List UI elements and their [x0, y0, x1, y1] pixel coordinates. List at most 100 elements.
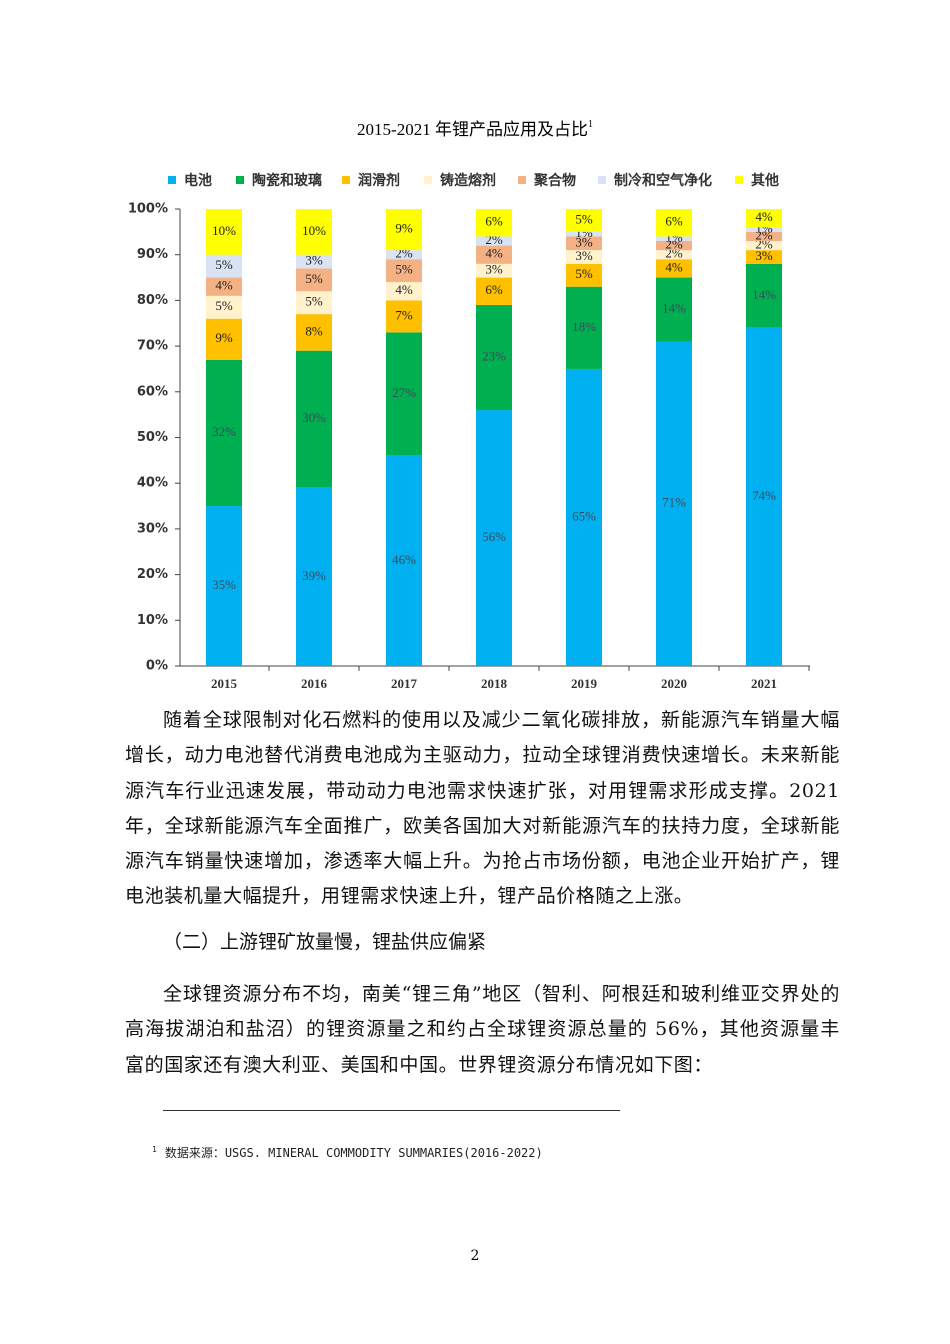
data-label: 6%: [665, 214, 683, 229]
x-tick-label: 2018: [481, 676, 508, 691]
bar-segment: [566, 263, 602, 287]
bar-segment: [656, 250, 692, 260]
data-label: 5%: [215, 257, 233, 272]
legend-label: 陶瓷和玻璃: [252, 172, 322, 189]
data-label: 74%: [752, 488, 776, 503]
bar-segment: [296, 487, 332, 666]
footnote-rule: [163, 1110, 620, 1111]
data-label: 3%: [305, 253, 323, 268]
bar-segment: [656, 277, 692, 342]
legend-label: 其他: [751, 172, 779, 189]
y-tick-label: 60%: [137, 384, 168, 399]
bar-segment: [476, 277, 512, 305]
bar-segment: [206, 318, 242, 360]
bar-segment: [296, 291, 332, 315]
data-label: 7%: [395, 307, 413, 322]
bar-segment: [566, 231, 602, 237]
bar-segment: [296, 209, 332, 255]
data-label: 3%: [575, 234, 593, 249]
legend-label: 电池: [184, 172, 212, 189]
y-tick-label: 100%: [128, 202, 168, 217]
y-tick-label: 70%: [137, 339, 168, 354]
data-label: 6%: [485, 282, 503, 297]
bar-segment: [386, 455, 422, 666]
bar-segment: [746, 209, 782, 228]
bar-segment: [656, 341, 692, 666]
data-label: 5%: [575, 211, 593, 226]
data-label: 6%: [485, 214, 503, 229]
bar-segment: [476, 245, 512, 264]
legend-swatch: [735, 176, 743, 184]
bar-segment: [656, 236, 692, 241]
legend-swatch: [342, 176, 350, 184]
bar-segment: [206, 359, 242, 507]
x-tick-label: 2017: [391, 676, 418, 691]
title-text: 2015-2021 年锂产品应用及占比: [357, 120, 588, 139]
data-label: 5%: [305, 294, 323, 309]
bar-segment: [296, 254, 332, 269]
data-label: 9%: [395, 221, 413, 236]
data-label: 14%: [662, 301, 686, 316]
legend-swatch: [424, 176, 432, 184]
data-label: 56%: [482, 529, 506, 544]
title-note: 1: [588, 119, 593, 130]
bar-segment: [206, 506, 242, 666]
data-label: 4%: [665, 259, 683, 274]
data-label: 5%: [395, 262, 413, 277]
bar-segment: [746, 327, 782, 666]
footnote: 1 数据来源：USGS. MINERAL COMMODITY SUMMARIES(…: [152, 1144, 543, 1161]
bar-segment: [476, 209, 512, 237]
data-label: 10%: [212, 223, 236, 238]
x-tick-label: 2015: [211, 676, 238, 691]
bar-segment: [206, 209, 242, 255]
data-label: 5%: [215, 298, 233, 313]
bar-segment: [746, 227, 782, 232]
bar-segment: [746, 250, 782, 264]
bar-segment: [206, 295, 242, 319]
bar-segment: [746, 240, 782, 251]
data-label: 30%: [302, 410, 326, 425]
bar-segment: [566, 250, 602, 264]
bar-segment: [476, 410, 512, 666]
bar-segment: [746, 263, 782, 328]
footnote-mark: 1: [152, 1145, 157, 1154]
data-label: 3%: [575, 248, 593, 263]
data-label: 9%: [215, 330, 233, 345]
bar-segment: [386, 259, 422, 283]
bar-segment: [566, 209, 602, 232]
data-label: 8%: [305, 323, 323, 338]
bar-segment: [476, 263, 512, 278]
data-label: 18%: [572, 319, 596, 334]
y-tick-label: 90%: [137, 247, 168, 262]
data-label: 27%: [392, 385, 416, 400]
legend-label: 聚合物: [533, 172, 576, 189]
bar-segment: [476, 236, 512, 246]
data-label: 4%: [755, 209, 773, 224]
data-label: 14%: [752, 287, 776, 302]
bar-segment: [656, 259, 692, 278]
y-tick-label: 40%: [137, 476, 168, 491]
bar-segment: [566, 368, 602, 666]
data-label: 10%: [302, 223, 326, 238]
bar-segment: [566, 286, 602, 369]
data-label: 4%: [215, 278, 233, 293]
x-tick-label: 2019: [571, 676, 598, 691]
x-tick-label: 2021: [751, 676, 777, 691]
bar-segment: [476, 304, 512, 411]
legend-swatch: [598, 176, 606, 184]
bar-segment: [206, 277, 242, 296]
data-label: 5%: [575, 266, 593, 281]
bar-segment: [386, 332, 422, 456]
paragraph: 全球锂资源分布不均，南美“锂三角”地区（智利、阿根廷和玻利维亚交界处的高海拔湖泊…: [125, 983, 840, 1076]
y-tick-label: 0%: [146, 659, 168, 674]
bar-segment: [386, 209, 422, 251]
bar-segment: [566, 236, 602, 251]
bar-segment: [296, 268, 332, 292]
chart: 2015-2021 年锂产品应用及占比1 电池 陶瓷和玻璃 润滑剂 铸造熔剂 聚合物 制冷…: [128, 119, 810, 691]
bar-segment: [386, 250, 422, 260]
page-number: 2: [470, 1248, 480, 1264]
legend-label: 润滑剂: [358, 172, 400, 189]
data-label: 46%: [392, 552, 416, 567]
data-label: 39%: [302, 568, 326, 583]
legend-swatch: [168, 176, 176, 184]
